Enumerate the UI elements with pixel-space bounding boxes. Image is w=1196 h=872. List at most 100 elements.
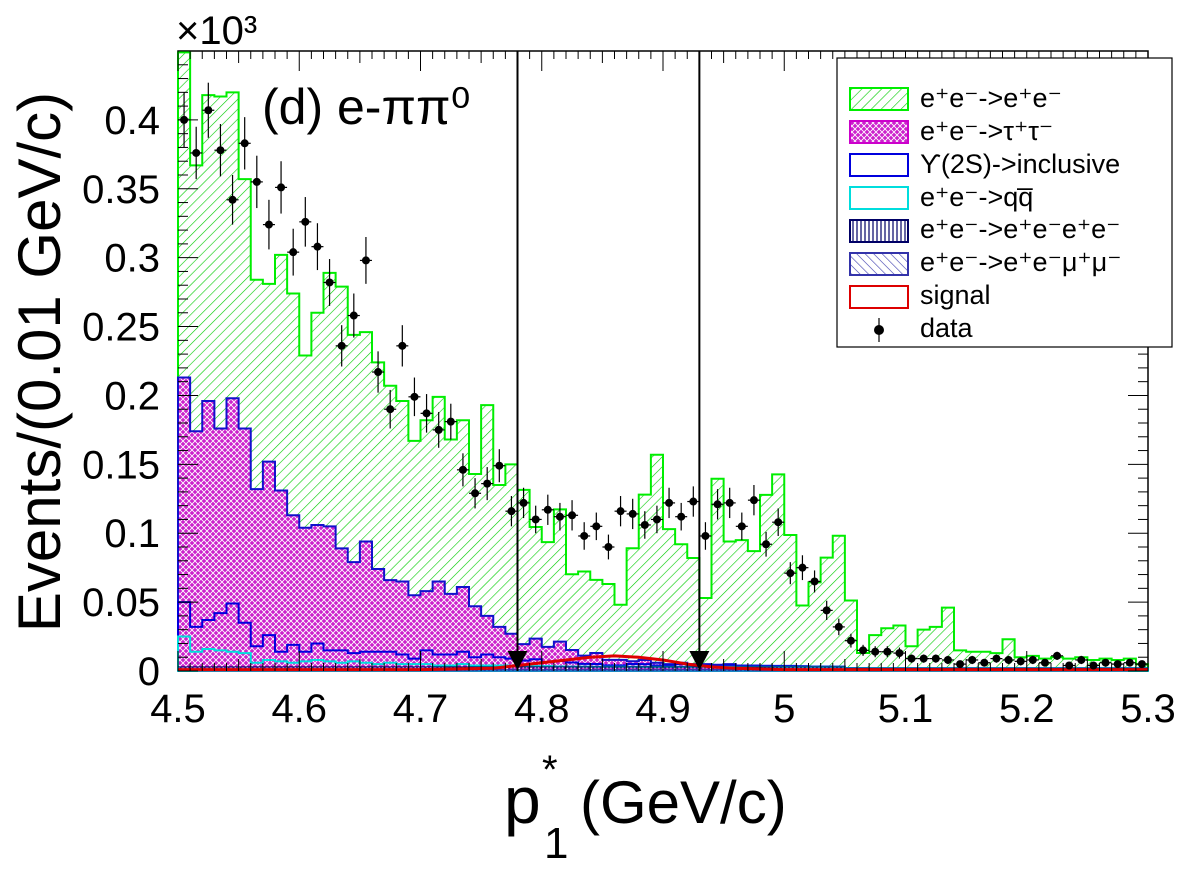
data-point	[931, 654, 940, 663]
data-point	[810, 577, 819, 586]
data-point	[846, 636, 855, 645]
cut-arrow	[507, 651, 528, 670]
data-point	[483, 479, 492, 488]
data-point	[1137, 660, 1146, 669]
legend-swatch-eemumu	[849, 252, 909, 276]
y-tick-label: 0.2	[104, 374, 160, 418]
data-point	[737, 522, 746, 531]
x-tick-label: 4.6	[271, 687, 327, 731]
x-tick-label: 5	[773, 687, 795, 731]
data-point	[677, 512, 686, 521]
data-point	[1016, 657, 1025, 666]
legend-swatches	[849, 87, 909, 342]
hist-ee	[177, 51, 1149, 672]
legend-swatch-qq	[849, 186, 909, 210]
data-point	[349, 311, 358, 320]
data-point	[919, 654, 928, 663]
y-tick-label: 0	[138, 650, 160, 694]
data-point	[822, 606, 831, 615]
data-point	[725, 498, 734, 507]
x-tick-label: 4.8	[514, 687, 570, 731]
data-point	[434, 425, 443, 434]
y-tick-label: 0.4	[104, 99, 160, 143]
data-point	[980, 658, 989, 667]
panel-label: (d) e-ππ⁰	[262, 79, 471, 135]
y-axis-label: Events/(0.01 GeV/c)	[6, 92, 73, 632]
x-tick-label: 4.5	[150, 687, 206, 731]
data-point	[665, 498, 674, 507]
data-point	[216, 146, 225, 155]
y-tick-label: 0.05	[82, 581, 160, 625]
data-point	[701, 531, 710, 540]
data-point	[956, 660, 965, 669]
data-point	[495, 461, 504, 470]
legend-swatch-eeee	[849, 219, 909, 243]
data-point	[907, 654, 916, 663]
data-points	[178, 82, 1148, 670]
data-point	[398, 341, 407, 350]
legend-label-qq: e⁺e⁻->qq̅	[920, 182, 1033, 212]
data-point	[616, 507, 625, 516]
data-point	[277, 183, 286, 192]
data-point	[1040, 658, 1049, 667]
data-point	[410, 392, 419, 401]
x-tick-label: 4.9	[635, 687, 691, 731]
data-point	[871, 647, 880, 656]
data-point	[192, 148, 201, 157]
exponent-label: ×10³	[176, 9, 257, 53]
x-axis-label-sub: 1	[544, 819, 568, 868]
data-point	[240, 139, 249, 148]
data-point	[507, 507, 516, 516]
data-point	[252, 177, 261, 186]
data-point	[568, 511, 577, 520]
legend-swatch-ee	[849, 87, 909, 111]
x-tick-label: 5.2	[999, 687, 1055, 731]
x-tick-label: 4.7	[393, 687, 449, 731]
data-point	[313, 242, 322, 251]
x-tick-label: 5.1	[878, 687, 934, 731]
data-point	[337, 341, 346, 350]
data-point	[895, 649, 904, 658]
data-point	[1089, 661, 1098, 670]
data-point	[1101, 658, 1110, 667]
data-point	[422, 409, 431, 418]
y-tick-label: 0.25	[82, 306, 160, 350]
legend-swatch-data	[874, 325, 884, 335]
data-point	[555, 512, 564, 521]
data-point	[652, 515, 661, 524]
legend-swatch-upsilon	[849, 153, 909, 177]
cut-lines	[507, 51, 710, 671]
data-point	[374, 368, 383, 377]
data-point	[386, 405, 395, 414]
data-point	[943, 655, 952, 664]
cut-arrow	[689, 651, 710, 670]
data-point	[361, 256, 370, 265]
y-tick-label: 0.15	[82, 443, 160, 487]
data-point	[1113, 660, 1122, 669]
data-point	[580, 531, 589, 540]
x-axis-label-units: (GeV/c)	[580, 769, 787, 836]
data-point	[289, 248, 298, 257]
data-point	[798, 563, 807, 572]
legend: e⁺e⁻->e⁺e⁻ e⁺e⁻->τ⁺τ⁻ ϒ(2S)->inclusive e…	[836, 57, 1173, 348]
data-point	[992, 654, 1001, 663]
x-tick-label: 5.3	[1120, 687, 1176, 731]
data-point	[640, 520, 649, 529]
data-point	[883, 647, 892, 656]
y-tick-label: 0.1	[104, 512, 160, 556]
data-point	[458, 465, 467, 474]
data-point	[1028, 655, 1037, 664]
data-point	[228, 195, 237, 204]
data-point	[713, 500, 722, 509]
legend-label-eemumu: e⁺e⁻->e⁺e⁻μ⁺μ⁻	[920, 247, 1121, 277]
data-point	[834, 622, 843, 631]
data-point	[628, 509, 637, 518]
data-point	[531, 515, 540, 524]
legend-label-upsilon: ϒ(2S)->inclusive	[920, 149, 1120, 179]
data-point	[1065, 661, 1074, 670]
data-point	[301, 217, 310, 226]
data-point	[689, 497, 698, 506]
data-point	[1125, 658, 1134, 667]
data-point	[264, 220, 273, 229]
